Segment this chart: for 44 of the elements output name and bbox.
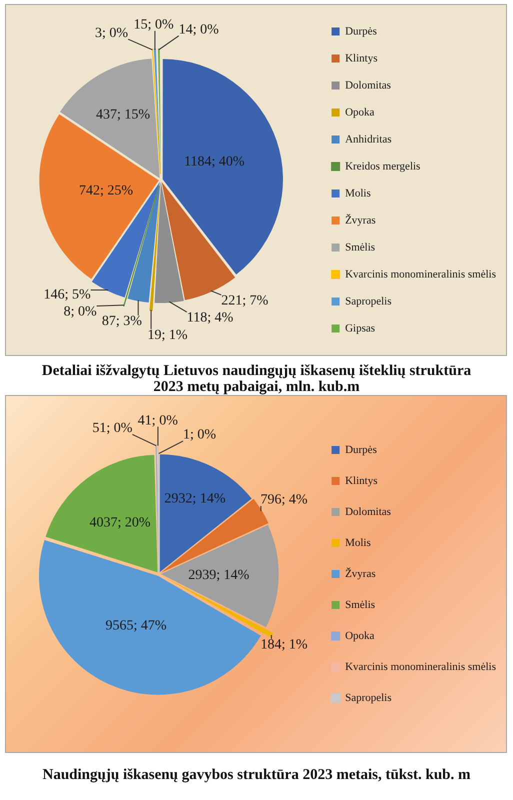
data-label: 146; 5% bbox=[44, 288, 92, 303]
legend-label: Opoka bbox=[345, 106, 375, 118]
data-label: 2939; 14% bbox=[188, 568, 250, 583]
data-label: 9565; 47% bbox=[105, 618, 167, 634]
data-label: 221; 7% bbox=[221, 294, 269, 309]
legend-label: Dolomitas bbox=[345, 79, 391, 92]
data-label: 15; 0% bbox=[134, 18, 174, 33]
legend-label: Klintys bbox=[345, 52, 378, 64]
legend-label: Smėlis bbox=[345, 598, 376, 611]
data-label: 2932; 14% bbox=[164, 491, 226, 506]
legend-label: Durpės bbox=[345, 25, 377, 38]
legend-label: Kreidos mergelis bbox=[345, 160, 420, 172]
legend-label: Opoka bbox=[345, 630, 375, 642]
legend-label: Gipsas bbox=[345, 322, 376, 334]
legend-label: Žvyras bbox=[345, 213, 376, 226]
legend-label: Molis bbox=[345, 187, 371, 200]
text: Naudingųjų iškasenų gavybos struktūra 2023 metais, tūkst. kub. m bbox=[41, 767, 472, 783]
text: Detaliai išžvalgytų Lietuvos naudingųjų iškasenų išteklių struktūra 2023 metų pabaigai, mln. kub.m bbox=[40, 363, 472, 395]
data-label: 87; 3% bbox=[102, 314, 142, 330]
legend-label: Dolomitas bbox=[345, 506, 391, 518]
data-label: 8; 0% bbox=[64, 304, 98, 320]
data-label: 19; 1% bbox=[148, 328, 188, 343]
legend-label: Molis bbox=[345, 536, 371, 549]
data-label: 14; 0% bbox=[178, 22, 220, 38]
data-label: 51; 0% bbox=[92, 421, 133, 436]
legend-label: Kvarcinis monomineralinis smėlis bbox=[345, 268, 496, 280]
data-label: 3; 0% bbox=[95, 26, 128, 41]
legend-label: Smėlis bbox=[345, 241, 376, 254]
data-label: 118; 4% bbox=[186, 310, 234, 326]
legend-label: Sapropelis bbox=[345, 295, 392, 308]
legend-label: Žvyras bbox=[345, 566, 376, 580]
data-label: 41; 0% bbox=[138, 413, 178, 428]
legend-label: Anhidritas bbox=[345, 133, 392, 146]
legend-label: Kvarcinis monomineralinis smėlis bbox=[345, 660, 496, 673]
data-label: 437; 15% bbox=[96, 108, 150, 123]
data-label: 4037; 20% bbox=[90, 515, 151, 530]
legend-label: Klintys bbox=[345, 474, 378, 487]
data-label: 796; 4% bbox=[260, 492, 308, 508]
data-label: 1; 0% bbox=[183, 428, 216, 443]
legend-label: Sapropelis bbox=[345, 692, 392, 704]
data-label: 1184; 40% bbox=[184, 154, 245, 170]
legend-label: Durpės bbox=[345, 444, 377, 456]
data-label: 742; 25% bbox=[79, 183, 134, 198]
data-label: 184; 1% bbox=[260, 638, 308, 653]
